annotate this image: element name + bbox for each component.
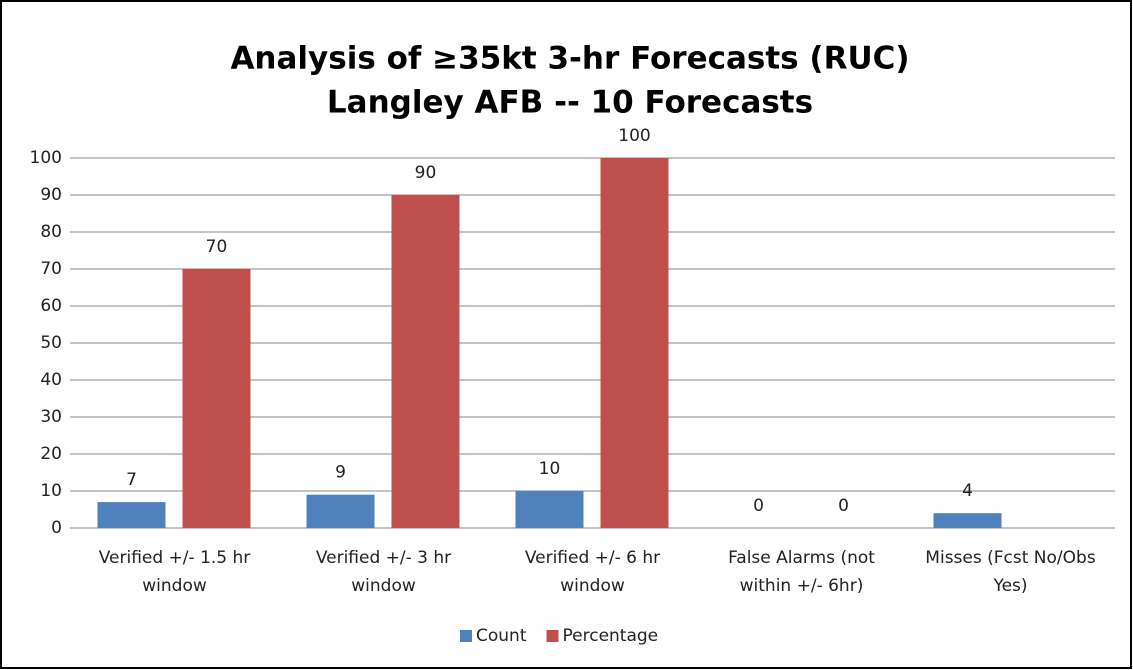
y-tick-label: 80 (40, 222, 62, 242)
data-label: 70 (206, 237, 228, 257)
legend-label: Percentage (563, 626, 659, 646)
x-tick-label: within +/- 6hr) (740, 576, 864, 596)
bar (515, 491, 584, 528)
y-tick-label: 0 (51, 518, 62, 538)
y-tick-label: 50 (40, 333, 62, 353)
x-tick-label: Verified +/- 6 hr (525, 548, 660, 568)
data-label: 7 (126, 470, 137, 490)
y-tick-label: 60 (40, 296, 62, 316)
chart-title: Analysis of ≥35kt 3-hr Forecasts (RUC) (230, 41, 909, 77)
legend-swatch (546, 630, 559, 642)
x-tick-label: Yes) (992, 576, 1027, 596)
chart-subtitle: Langley AFB -- 10 Forecasts (327, 85, 813, 121)
bar (97, 502, 166, 528)
legend-swatch (460, 630, 472, 642)
data-label: 100 (618, 126, 650, 146)
x-tick-label: Verified +/- 1.5 hr (99, 548, 251, 568)
x-tick-label: window (351, 576, 416, 596)
data-label: 90 (415, 163, 437, 183)
data-label: 9 (335, 463, 346, 483)
y-tick-label: 100 (30, 148, 62, 168)
y-tick-label: 70 (40, 259, 62, 279)
y-tick-label: 30 (40, 407, 62, 427)
bar (182, 269, 251, 528)
bar (391, 195, 460, 528)
data-label: 10 (539, 459, 561, 479)
x-tick-label: window (142, 576, 207, 596)
x-tick-label: False Alarms (not (728, 548, 875, 568)
data-label: 0 (753, 496, 764, 516)
x-tick-label: Verified +/- 3 hr (316, 548, 451, 568)
x-tick-label: window (560, 576, 625, 596)
y-tick-label: 10 (40, 481, 62, 501)
y-tick-label: 40 (40, 370, 62, 390)
data-label: 0 (838, 496, 849, 516)
data-label: 4 (962, 481, 973, 501)
bar (933, 513, 1002, 528)
y-tick-label: 20 (40, 444, 62, 464)
bar (306, 494, 375, 528)
x-tick-label: Misses (Fcst No/Obs (925, 548, 1096, 568)
legend-label: Count (476, 626, 527, 646)
y-tick-label: 90 (40, 185, 62, 205)
bar (600, 158, 669, 528)
